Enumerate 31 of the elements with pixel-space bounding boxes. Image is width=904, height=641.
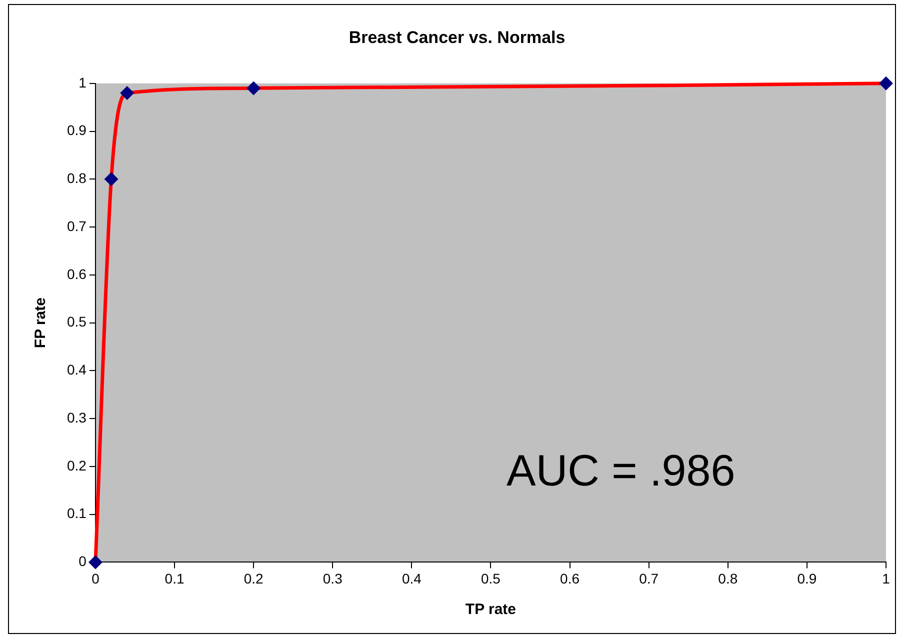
x-tick-label: 0.7 xyxy=(639,570,659,586)
x-tick-label: 0.3 xyxy=(322,570,343,586)
y-tick-label: 0.4 xyxy=(66,362,87,378)
annotation: AUC = .986 xyxy=(506,446,736,496)
point xyxy=(88,555,102,570)
y-axis-title: FP rate xyxy=(32,298,50,348)
x-tick-label: 0 xyxy=(92,570,100,586)
point xyxy=(246,81,261,96)
x-tick-label: 0.6 xyxy=(560,570,580,586)
chart-title: Breast Cancer vs. Normals xyxy=(348,28,566,47)
y-tick-label: 0.9 xyxy=(66,122,87,138)
x-axis-title: TP rate xyxy=(465,601,516,618)
x-tick-label: 0.9 xyxy=(797,570,817,586)
y-tick-label: 0.6 xyxy=(66,266,87,282)
y-tick-label: 0.5 xyxy=(66,314,87,330)
x-tick-label: 0.1 xyxy=(164,570,184,586)
y-tick-label: 0.8 xyxy=(66,170,87,186)
point xyxy=(879,76,893,90)
y-tick-label: 0.7 xyxy=(66,218,87,234)
y-tick-label: 0.2 xyxy=(66,457,87,474)
x-tick-label: 0.5 xyxy=(480,570,501,586)
y-tick-label: 0 xyxy=(78,553,87,570)
x-tick-label: 0.8 xyxy=(718,570,738,586)
y-tick-label: 0.1 xyxy=(66,505,87,522)
point xyxy=(120,86,134,100)
point xyxy=(104,172,118,186)
x-tick-label: 0.2 xyxy=(244,570,264,586)
x-tick-label: 0.4 xyxy=(402,570,422,586)
y-tick-label: 0.3 xyxy=(66,409,87,426)
y-tick-label: 1 xyxy=(78,74,87,90)
x-tick-label: 1 xyxy=(882,570,890,586)
